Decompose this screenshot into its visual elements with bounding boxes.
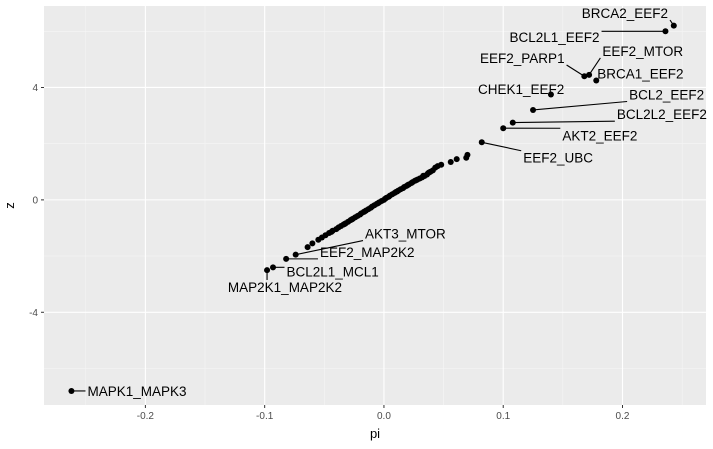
- y-axis-ticks: -4 0 4: [29, 83, 44, 319]
- labeled-data-point: [586, 71, 593, 78]
- point-label: BCL2_EEF2: [629, 88, 704, 103]
- labeled-data-point: [270, 264, 277, 271]
- data-point: [341, 221, 348, 228]
- labeled-data-point: [283, 255, 290, 262]
- data-points: [68, 22, 677, 394]
- y-tick-label: 0: [32, 195, 38, 206]
- labeled-data-point: [509, 119, 516, 126]
- data-point: [404, 181, 411, 188]
- leader-line: [532, 100, 628, 111]
- x-axis-ticks: -0.2 -0.1 0.0 0.1 0.2: [137, 405, 630, 422]
- x-tick-label: -0.1: [256, 411, 274, 422]
- point-label: CHEK1_EEF2: [478, 82, 564, 97]
- data-point: [447, 158, 454, 165]
- data-point: [304, 244, 311, 251]
- labeled-data-point: [500, 125, 507, 132]
- data-point: [348, 216, 355, 223]
- point-label: EEF2_PARP1: [480, 51, 565, 66]
- minor-gridlines: [44, 6, 706, 405]
- point-label: AKT2_EEF2: [562, 128, 637, 143]
- labeled-data-point: [662, 28, 669, 35]
- data-point: [420, 172, 427, 179]
- labeled-data-point: [264, 267, 271, 274]
- point-label: MAPK1_MAPK3: [88, 384, 187, 399]
- data-point: [328, 228, 335, 235]
- labeled-data-point: [547, 91, 554, 98]
- data-point: [463, 154, 470, 161]
- point-label: EEF2_UBC: [523, 151, 593, 166]
- leader-line: [295, 240, 364, 256]
- point-label: BCL2L1_MCL1: [286, 265, 378, 280]
- labeled-data-point: [530, 106, 537, 113]
- leader-line: [512, 120, 615, 124]
- point-label: BCL2L1_EEF2: [509, 30, 599, 45]
- point-label: BRCA2_EEF2: [582, 6, 668, 21]
- point-label: EEF2_MAP2K2: [320, 245, 415, 260]
- labeled-data-point: [68, 387, 75, 394]
- data-point: [315, 236, 322, 243]
- y-tick-label: 4: [32, 83, 38, 94]
- labeled-data-point: [670, 22, 677, 29]
- data-point: [374, 200, 381, 207]
- point-label: EEF2_MTOR: [602, 44, 683, 59]
- leader-line: [588, 57, 601, 76]
- labeled-data-point: [581, 73, 588, 80]
- data-point: [413, 177, 420, 184]
- data-point: [394, 188, 401, 195]
- major-gridlines: [44, 6, 706, 405]
- labeled-data-point: [593, 77, 600, 84]
- x-tick-label: -0.2: [137, 411, 155, 422]
- point-label: BCL2L2_EEF2: [617, 107, 707, 122]
- point-label: BRCA1_EEF2: [597, 66, 683, 81]
- x-axis-title: pi: [370, 426, 380, 441]
- data-point: [309, 240, 316, 247]
- y-tick-label: -4: [29, 308, 38, 319]
- leader-line: [566, 64, 585, 77]
- data-point: [361, 208, 368, 215]
- x-tick-label: 0.1: [496, 411, 510, 422]
- data-point: [426, 169, 433, 176]
- data-point: [453, 156, 460, 163]
- point-label: AKT3_MTOR: [365, 227, 446, 242]
- x-tick-label: 0.0: [377, 411, 391, 422]
- point-label: MAP2K1_MAP2K2: [228, 280, 342, 295]
- x-tick-label: 0.2: [616, 411, 630, 422]
- labeled-data-point: [478, 139, 485, 146]
- leader-line: [481, 141, 522, 152]
- labeled-data-point: [292, 251, 299, 258]
- y-axis-title: z: [2, 202, 17, 209]
